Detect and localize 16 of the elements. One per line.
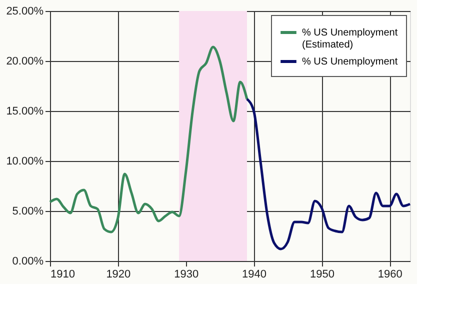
line-series bbox=[246, 98, 412, 250]
x-tick-label: 1920 bbox=[106, 268, 131, 280]
x-tick-label: 1910 bbox=[50, 268, 75, 280]
y-tick-label: 25.00% bbox=[6, 6, 44, 18]
x-tick-label: 1940 bbox=[242, 268, 267, 280]
line-series bbox=[48, 46, 248, 234]
y-tick-label: 5.00% bbox=[12, 206, 44, 218]
legend-label: % US Unemployment (Estimated) bbox=[302, 28, 398, 50]
y-tick-label: 0.00% bbox=[12, 256, 44, 268]
x-tick-label: 1950 bbox=[310, 268, 334, 280]
legend-label: % US Unemployment bbox=[302, 56, 398, 68]
y-tick-label: 10.00% bbox=[6, 156, 44, 168]
y-tick-label: 15.00% bbox=[6, 106, 44, 118]
x-tick-label: 1960 bbox=[378, 268, 402, 280]
x-tick-label: 1930 bbox=[174, 268, 199, 280]
y-tick-label: 20.00% bbox=[6, 56, 44, 68]
